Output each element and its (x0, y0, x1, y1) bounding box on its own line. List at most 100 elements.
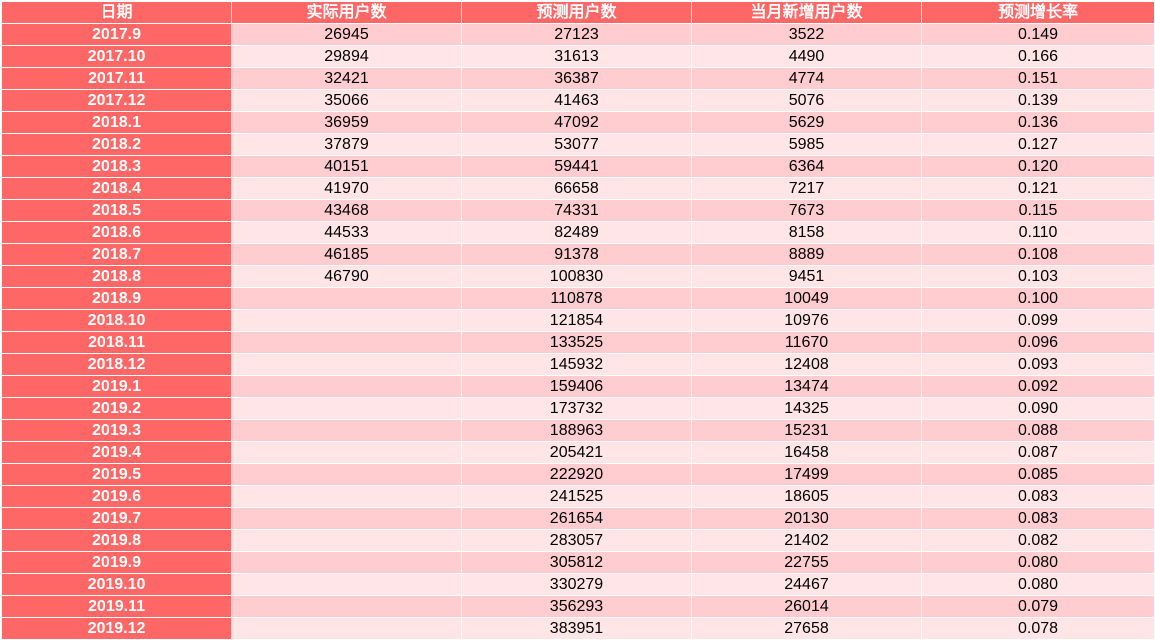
cell-new-users: 7217 (691, 177, 922, 200)
cell-growth-rate: 0.139 (921, 89, 1155, 112)
cell-date: 2018.5 (1, 199, 232, 222)
cell-actual-users (231, 485, 462, 508)
cell-predicted-users: 159406 (461, 375, 692, 398)
table-row: 2019.12 383951 27658 0.078 (1, 617, 1155, 640)
cell-actual-users (231, 617, 462, 640)
cell-growth-rate: 0.083 (921, 507, 1155, 530)
table-row: 2018.12 145932 12408 0.093 (1, 353, 1155, 376)
cell-actual-users: 46790 (231, 265, 462, 288)
cell-actual-users (231, 573, 462, 596)
cell-new-users: 24467 (691, 573, 922, 596)
table-row: 2019.2 173732 14325 0.090 (1, 397, 1155, 420)
cell-actual-users (231, 375, 462, 398)
cell-new-users: 5629 (691, 111, 922, 134)
cell-new-users: 14325 (691, 397, 922, 420)
cell-actual-users: 44533 (231, 221, 462, 244)
cell-new-users: 4490 (691, 45, 922, 68)
table-row: 2017.10 29894 31613 4490 0.166 (1, 45, 1155, 68)
cell-date: 2019.12 (1, 617, 232, 640)
cell-new-users: 8889 (691, 243, 922, 266)
cell-growth-rate: 0.103 (921, 265, 1155, 288)
cell-date: 2019.1 (1, 375, 232, 398)
cell-new-users: 20130 (691, 507, 922, 530)
cell-actual-users (231, 287, 462, 310)
cell-date: 2017.10 (1, 45, 232, 68)
table-row: 2019.1 159406 13474 0.092 (1, 375, 1155, 398)
cell-new-users: 8158 (691, 221, 922, 244)
cell-predicted-users: 74331 (461, 199, 692, 222)
cell-actual-users: 40151 (231, 155, 462, 178)
cell-predicted-users: 47092 (461, 111, 692, 134)
cell-predicted-users: 36387 (461, 67, 692, 90)
cell-date: 2017.9 (1, 23, 232, 46)
cell-growth-rate: 0.085 (921, 463, 1155, 486)
cell-date: 2018.12 (1, 353, 232, 376)
cell-date: 2018.11 (1, 331, 232, 354)
cell-growth-rate: 0.078 (921, 617, 1155, 640)
cell-date: 2018.3 (1, 155, 232, 178)
cell-new-users: 6364 (691, 155, 922, 178)
cell-new-users: 22755 (691, 551, 922, 574)
cell-growth-rate: 0.127 (921, 133, 1155, 156)
cell-growth-rate: 0.096 (921, 331, 1155, 354)
cell-growth-rate: 0.088 (921, 419, 1155, 442)
cell-predicted-users: 100830 (461, 265, 692, 288)
table-row: 2019.4 205421 16458 0.087 (1, 441, 1155, 464)
cell-new-users: 15231 (691, 419, 922, 442)
cell-predicted-users: 330279 (461, 573, 692, 596)
cell-growth-rate: 0.108 (921, 243, 1155, 266)
header-actual-users: 实际用户数 (231, 1, 462, 24)
cell-growth-rate: 0.166 (921, 45, 1155, 68)
cell-new-users: 26014 (691, 595, 922, 618)
cell-actual-users (231, 507, 462, 530)
cell-new-users: 7673 (691, 199, 922, 222)
cell-growth-rate: 0.080 (921, 551, 1155, 574)
cell-predicted-users: 383951 (461, 617, 692, 640)
cell-predicted-users: 205421 (461, 441, 692, 464)
cell-new-users: 18605 (691, 485, 922, 508)
cell-predicted-users: 283057 (461, 529, 692, 552)
cell-date: 2018.8 (1, 265, 232, 288)
table-header: 日期 实际用户数 预测用户数 当月新增用户数 预测增长率 (1, 1, 1155, 24)
cell-date: 2018.6 (1, 221, 232, 244)
cell-growth-rate: 0.120 (921, 155, 1155, 178)
cell-predicted-users: 66658 (461, 177, 692, 200)
cell-growth-rate: 0.115 (921, 199, 1155, 222)
cell-growth-rate: 0.099 (921, 309, 1155, 332)
table-row: 2018.4 41970 66658 7217 0.121 (1, 177, 1155, 200)
cell-growth-rate: 0.083 (921, 485, 1155, 508)
header-date: 日期 (1, 1, 232, 24)
cell-predicted-users: 82489 (461, 221, 692, 244)
cell-actual-users: 37879 (231, 133, 462, 156)
cell-predicted-users: 356293 (461, 595, 692, 618)
cell-actual-users: 46185 (231, 243, 462, 266)
table-row: 2019.7 261654 20130 0.083 (1, 507, 1155, 530)
cell-date: 2019.5 (1, 463, 232, 486)
table-row: 2019.3 188963 15231 0.088 (1, 419, 1155, 442)
table-row: 2019.5 222920 17499 0.085 (1, 463, 1155, 486)
table-row: 2018.3 40151 59441 6364 0.120 (1, 155, 1155, 178)
table-row: 2017.11 32421 36387 4774 0.151 (1, 67, 1155, 90)
table-row: 2018.7 46185 91378 8889 0.108 (1, 243, 1155, 266)
cell-date: 2019.7 (1, 507, 232, 530)
cell-actual-users (231, 463, 462, 486)
header-predicted-users: 预测用户数 (461, 1, 692, 24)
cell-predicted-users: 241525 (461, 485, 692, 508)
cell-date: 2017.12 (1, 89, 232, 112)
cell-new-users: 11670 (691, 331, 922, 354)
cell-actual-users: 32421 (231, 67, 462, 90)
cell-actual-users (231, 353, 462, 376)
cell-actual-users (231, 419, 462, 442)
cell-predicted-users: 41463 (461, 89, 692, 112)
table-body: 2017.9 26945 27123 3522 0.149 2017.10 29894 316… (1, 23, 1155, 640)
cell-date: 2019.6 (1, 485, 232, 508)
cell-actual-users (231, 595, 462, 618)
cell-growth-rate: 0.080 (921, 573, 1155, 596)
cell-date: 2018.10 (1, 309, 232, 332)
cell-predicted-users: 261654 (461, 507, 692, 530)
cell-predicted-users: 31613 (461, 45, 692, 68)
cell-date: 2019.11 (1, 595, 232, 618)
cell-growth-rate: 0.079 (921, 595, 1155, 618)
cell-predicted-users: 173732 (461, 397, 692, 420)
